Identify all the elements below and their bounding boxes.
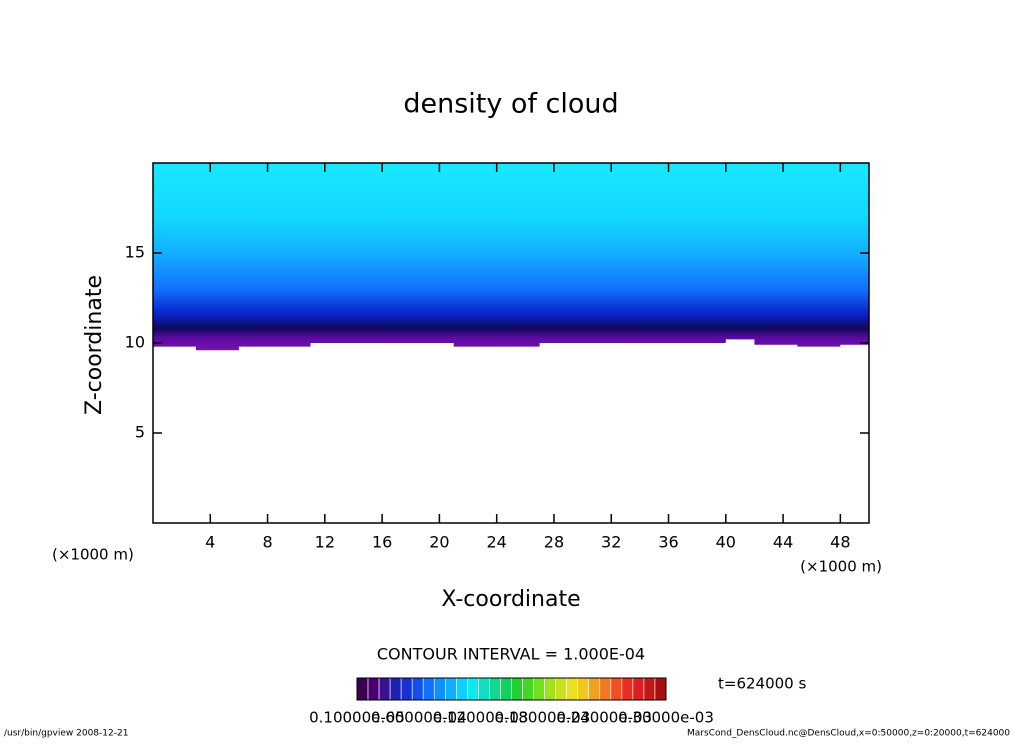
colorbar-label: 0.12000e-03	[433, 709, 529, 727]
colorbar-cell	[500, 677, 512, 701]
colorbar-cell	[654, 677, 667, 701]
colorbar-cell	[444, 677, 457, 701]
colorbar-cell	[456, 677, 468, 701]
contour-interval: CONTOUR INTERVAL = 1.000E-04	[377, 645, 645, 664]
colorbar-cell	[643, 677, 656, 701]
colorbar-cell	[566, 677, 579, 701]
colorbar-cell	[467, 677, 479, 701]
colorbar-cell	[610, 677, 623, 701]
colorbar-cell	[555, 677, 567, 701]
colorbar-cell	[433, 677, 446, 701]
colorbar-cell	[533, 677, 545, 701]
colorbar-cell	[599, 677, 612, 701]
colorbar-cell	[378, 677, 391, 701]
colorbar-cell	[621, 677, 634, 701]
time-label: t=624000 s	[718, 675, 806, 693]
y-tick-label: 5	[135, 423, 145, 442]
x-tick-label: 24	[487, 533, 507, 552]
x-tick-label: 44	[773, 533, 793, 552]
colorbar-label: 0.60000e-04	[371, 709, 467, 727]
cloud-field	[153, 163, 869, 351]
colorbar-cell	[522, 677, 534, 701]
colorbar-cell	[356, 677, 369, 701]
colorbar-cell	[422, 677, 435, 701]
x-tick-label: 4	[205, 533, 215, 552]
colorbar-cell	[367, 677, 380, 701]
x-tick-label: 32	[601, 533, 621, 552]
colorbar-cell	[400, 677, 413, 701]
footer-left: /usr/bin/gpview 2008-12-21	[4, 729, 128, 739]
colorbar-cell	[489, 677, 501, 701]
colorbar-cell	[478, 677, 490, 701]
colorbar-label: 0.24000e-03	[556, 709, 652, 727]
y-tick-label: 10	[125, 333, 145, 352]
x-unit-label: (×1000 m)	[52, 546, 134, 564]
colorbar-cell	[411, 677, 424, 701]
footer-right: MarsCond_DensCloud.nc@DensCloud,x=0:5000…	[687, 729, 1010, 739]
x-tick-label: 36	[658, 533, 678, 552]
x-tick-label: 16	[372, 533, 392, 552]
colorbar-cell	[588, 677, 601, 701]
x-axis-label: X-coordinate	[441, 587, 580, 612]
colorbar-cell	[577, 677, 590, 701]
x-tick-label: 20	[429, 533, 449, 552]
x-tick-label: 12	[315, 533, 335, 552]
x-tick-label: 28	[544, 533, 564, 552]
colorbar-cell	[389, 677, 402, 701]
colorbar-label: 0.30000e-03	[618, 709, 714, 727]
x-unit-label: (×1000 m)	[800, 558, 882, 576]
colorbar-label: 0.18000e-03	[495, 709, 591, 727]
colorbar-cell	[511, 677, 523, 701]
colorbar-frame	[356, 677, 667, 701]
y-axis-label: Z-coordinate	[82, 275, 107, 415]
x-tick-label: 48	[830, 533, 850, 552]
chart-title: density of cloud	[403, 89, 618, 120]
x-tick-label: 40	[716, 533, 736, 552]
colorbar-label: 0.10000e-05	[309, 709, 405, 727]
x-tick-label: 8	[262, 533, 272, 552]
colorbar-cell	[632, 677, 645, 701]
colorbar-cell	[544, 677, 556, 701]
y-tick-label: 15	[125, 243, 145, 262]
